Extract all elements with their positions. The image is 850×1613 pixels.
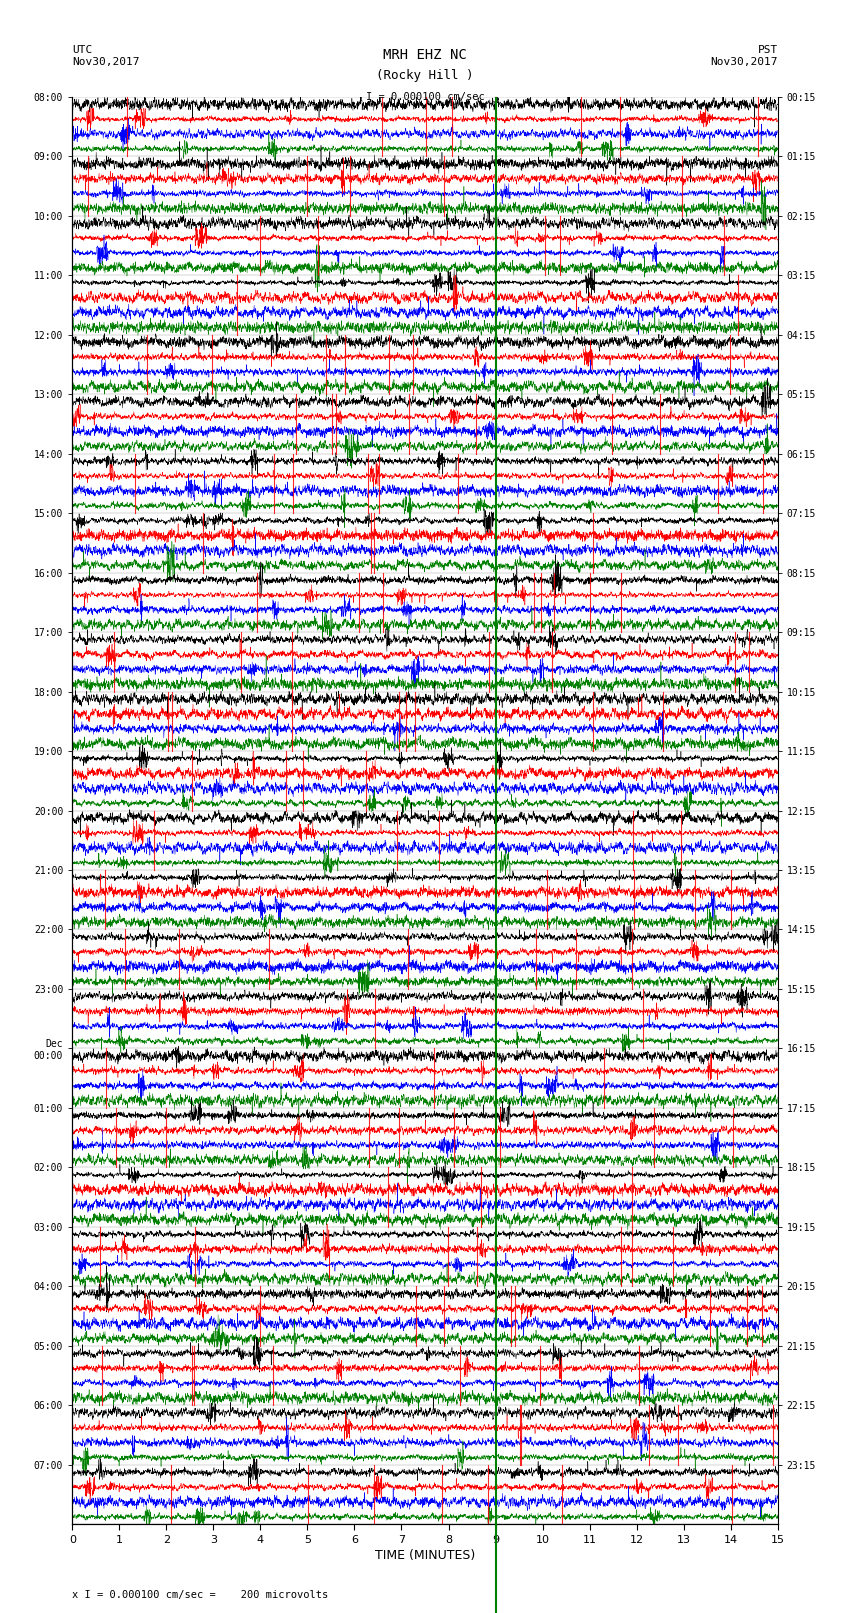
Text: MRH EHZ NC: MRH EHZ NC xyxy=(383,48,467,63)
Text: UTC
Nov30,2017: UTC Nov30,2017 xyxy=(72,45,139,66)
Text: I = 0.000100 cm/sec: I = 0.000100 cm/sec xyxy=(366,92,484,102)
Text: PST
Nov30,2017: PST Nov30,2017 xyxy=(711,45,778,66)
Text: x I = 0.000100 cm/sec =    200 microvolts: x I = 0.000100 cm/sec = 200 microvolts xyxy=(72,1590,328,1600)
X-axis label: TIME (MINUTES): TIME (MINUTES) xyxy=(375,1548,475,1561)
Text: (Rocky Hill ): (Rocky Hill ) xyxy=(377,69,473,82)
